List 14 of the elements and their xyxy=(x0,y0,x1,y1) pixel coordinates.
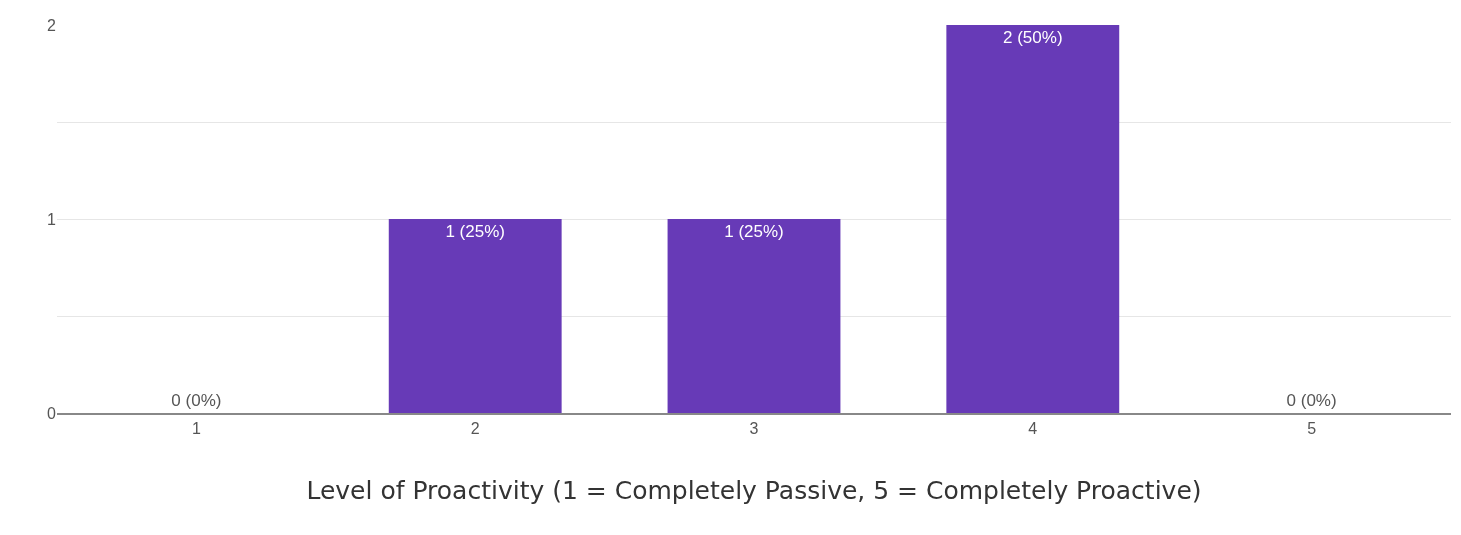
y-tick-label: 2 xyxy=(47,16,57,34)
y-tick-label: 1 xyxy=(47,210,57,228)
y-tick-label: 0 xyxy=(47,404,57,422)
data-label: 1 (25%) xyxy=(445,222,505,241)
x-tick-label: 3 xyxy=(749,420,759,438)
x-tick-label: 5 xyxy=(1307,420,1317,438)
data-label: 0 (0%) xyxy=(1286,391,1337,410)
x-tick-label: 1 xyxy=(191,420,201,438)
data-label: 2 (50%) xyxy=(1003,28,1063,47)
x-tick-label: 2 xyxy=(470,420,480,438)
data-label: 0 (0%) xyxy=(171,391,222,410)
x-axis-title: Level of Proactivity (1 = Completely Passive, 5 = Completely Proactive) xyxy=(306,475,1202,505)
x-tick-label: 4 xyxy=(1028,420,1038,438)
data-label: 1 (25%) xyxy=(724,222,784,241)
